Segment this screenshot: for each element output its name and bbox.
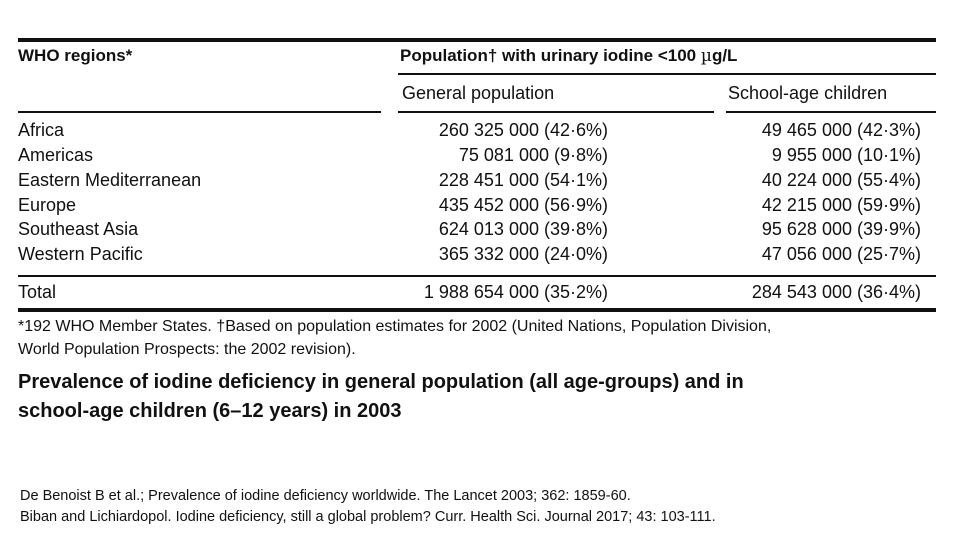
general-population-value: 624 013 000 (39·8%) bbox=[438, 219, 608, 239]
group-header-unit: g/L bbox=[711, 46, 738, 65]
total-general-population-value: 1 988 654 000 (35·2%) bbox=[423, 282, 608, 302]
reference-line-1: De Benoist B et al.; Prevalence of iodin… bbox=[20, 488, 631, 504]
school-age-value: 42 215 000 (59·9%) bbox=[761, 195, 921, 215]
school-age-value: 49 465 000 (42·3%) bbox=[761, 120, 921, 140]
region-name: Western Pacific bbox=[18, 244, 143, 264]
school-age-value: 47 056 000 (25·7%) bbox=[761, 244, 921, 264]
general-population-value: 75 081 000 (9·8%) bbox=[458, 145, 608, 165]
subheader-rule-middle bbox=[398, 111, 714, 113]
region-name: Eastern Mediterranean bbox=[18, 170, 202, 190]
general-population-value: 228 451 000 (54·1%) bbox=[438, 170, 608, 190]
table-footnote-line-1: *192 WHO Member States. †Based on popula… bbox=[18, 318, 772, 335]
subheader-rule-left bbox=[18, 111, 381, 113]
general-population-value: 435 452 000 (56·9%) bbox=[438, 195, 608, 215]
region-name: Europe bbox=[18, 195, 77, 215]
subheader-rule-right bbox=[726, 111, 936, 113]
general-population-header: General population bbox=[402, 83, 555, 103]
total-school-age-value: 284 543 000 (36·4%) bbox=[751, 282, 921, 302]
reference-line-2: Biban and Lichiardopol. Iodine deficienc… bbox=[20, 509, 716, 525]
school-age-children-header: School-age children bbox=[728, 83, 888, 103]
region-column-header: WHO regions* bbox=[18, 46, 133, 65]
table-caption-line-2: school-age children (6–12 years) in 2003 bbox=[18, 400, 402, 422]
micro-symbol: µ bbox=[700, 46, 712, 66]
school-age-value: 40 224 000 (55·4%) bbox=[761, 170, 921, 190]
table-bottom-rule bbox=[18, 308, 936, 312]
table-footnote-line-2: World Population Prospects: the 2002 rev… bbox=[18, 341, 356, 358]
general-population-value: 260 325 000 (42·6%) bbox=[438, 120, 608, 140]
group-column-header: Population† with urinary iodine <100 µg/… bbox=[400, 47, 737, 65]
region-name: Americas bbox=[18, 145, 94, 165]
table-top-rule bbox=[18, 38, 936, 42]
group-header-rule bbox=[398, 73, 936, 75]
group-header-text: Population† with urinary iodine <100 bbox=[400, 46, 701, 65]
total-top-rule bbox=[18, 275, 936, 277]
total-label: Total bbox=[18, 282, 57, 302]
general-population-value: 365 332 000 (24·0%) bbox=[438, 244, 608, 264]
table-caption-line-1: Prevalence of iodine deficiency in gener… bbox=[18, 371, 744, 393]
region-name: Southeast Asia bbox=[18, 219, 139, 239]
school-age-value: 9 955 000 (10·1%) bbox=[771, 145, 921, 165]
region-name: Africa bbox=[18, 120, 65, 140]
school-age-value: 95 628 000 (39·9%) bbox=[761, 219, 921, 239]
